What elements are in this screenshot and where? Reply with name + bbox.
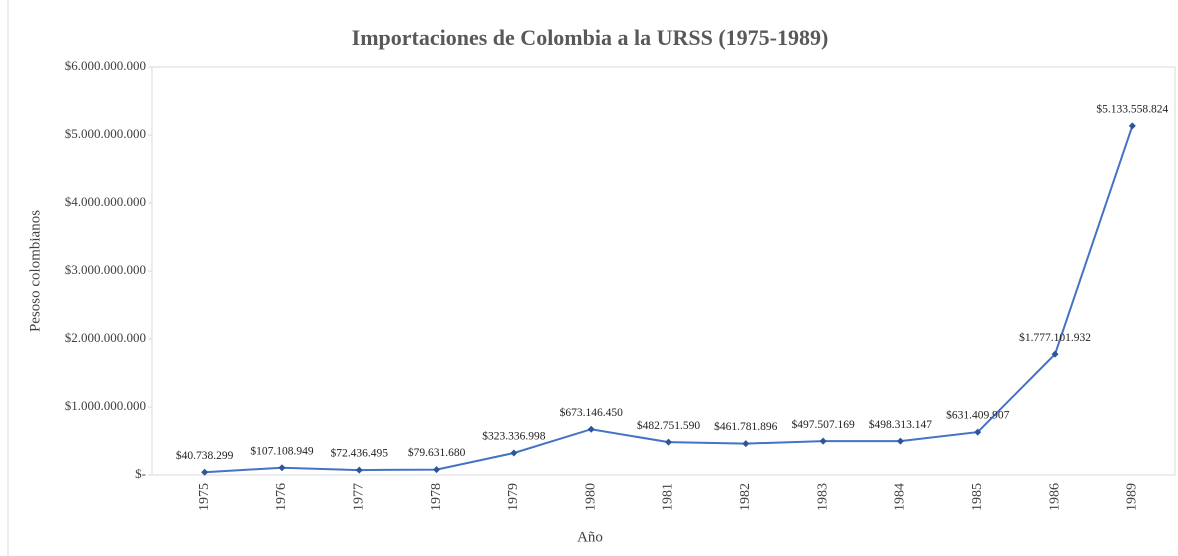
data-label: $673.146.450	[560, 406, 624, 419]
x-tick-label: 1979	[506, 483, 521, 511]
x-axis-label: Año	[577, 529, 603, 545]
y-tick-label: $2.000.000.000	[65, 330, 146, 345]
y-axis-label: Pesoso colombianos	[27, 210, 43, 332]
x-tick-label: 1985	[970, 483, 985, 511]
marker	[896, 437, 904, 445]
y-tick-label: $6.000.000.000	[65, 58, 146, 73]
x-tick-label: 1982	[738, 483, 753, 511]
marker	[742, 440, 750, 448]
marker	[355, 466, 363, 474]
y-tick-label: $-	[135, 466, 146, 481]
data-label: $1.777.101.932	[1019, 331, 1091, 344]
chart-title: Importaciones de Colombia a la URSS (197…	[352, 25, 829, 50]
marker	[510, 449, 518, 457]
x-tick-label: 1976	[274, 483, 289, 511]
marker	[665, 438, 672, 446]
marker	[1128, 122, 1136, 130]
x-tick-label: 1978	[429, 483, 444, 511]
x-tick-label: 1980	[583, 483, 598, 511]
data-label: $497.507.169	[791, 418, 855, 431]
data-label: $40.738.299	[176, 449, 234, 462]
data-label: $498.313.147	[869, 418, 933, 431]
y-tick-label: $3.000.000.000	[65, 262, 146, 277]
data-label: $461.781.896	[714, 420, 778, 433]
x-tick-label: 1977	[351, 483, 366, 511]
marker	[587, 425, 595, 433]
data-label: $323.336.998	[482, 430, 546, 443]
x-tick-label: 1984	[893, 483, 908, 511]
marker	[433, 466, 441, 474]
marker	[201, 468, 209, 476]
plot-frame	[151, 66, 1176, 476]
data-label: $482.751.590	[637, 419, 701, 432]
marker	[974, 428, 982, 436]
data-label: $631.409.907	[946, 409, 1010, 422]
x-tick-label: 1983	[815, 483, 830, 511]
y-tick-label: $1.000.000.000	[65, 398, 146, 413]
x-tick-label: 1986	[1047, 483, 1062, 511]
x-tick-label: 1989	[1125, 483, 1140, 511]
data-label: $107.108.949	[250, 444, 314, 457]
data-label: $79.631.680	[408, 446, 466, 459]
data-label: $72.436.495	[331, 447, 389, 460]
x-tick-label: 1975	[197, 483, 212, 511]
x-tick-label: 1981	[661, 483, 676, 511]
data-label: $5.133.558.824	[1096, 103, 1168, 116]
marker	[278, 464, 286, 472]
marker	[819, 437, 827, 445]
marker	[1051, 350, 1059, 358]
y-tick-label: $4.000.000.000	[65, 194, 146, 209]
y-tick-label: $5.000.000.000	[65, 126, 146, 141]
